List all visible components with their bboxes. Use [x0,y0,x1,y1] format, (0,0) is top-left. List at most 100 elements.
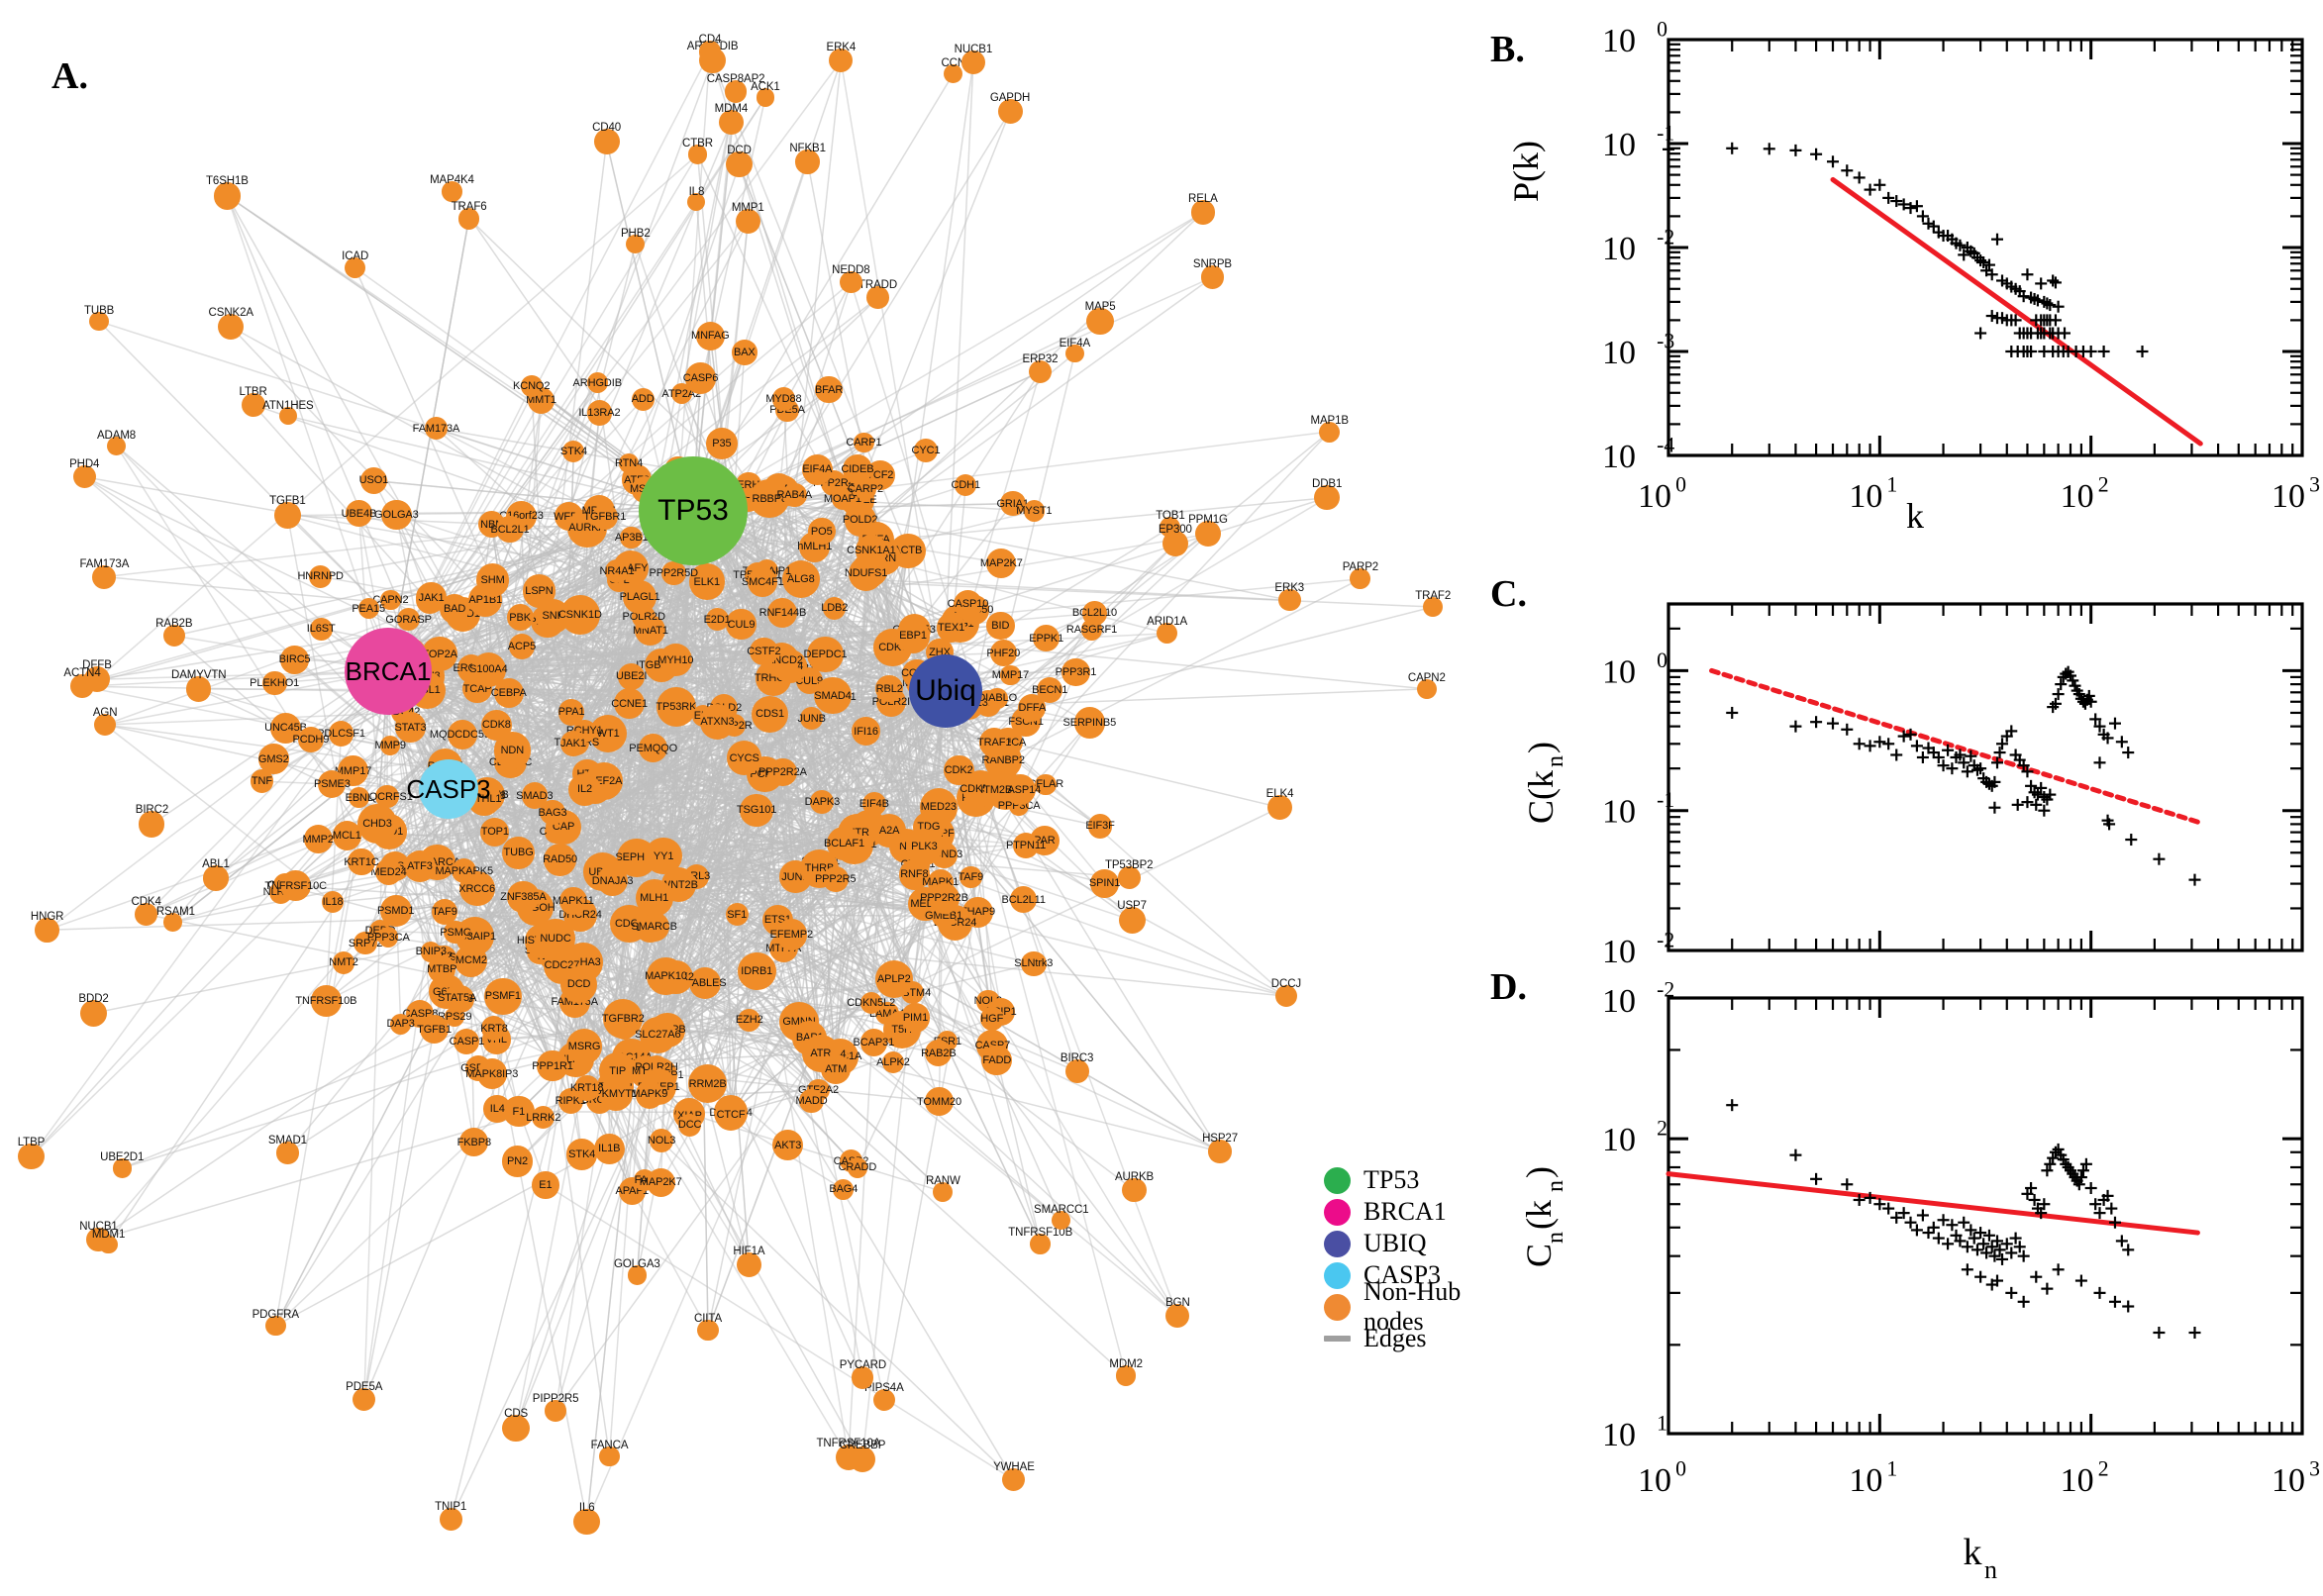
network-node[interactable] [213,181,242,210]
network-node[interactable] [80,999,108,1027]
network-node[interactable] [545,1400,566,1422]
network-node[interactable] [425,417,448,440]
network-node[interactable] [599,1077,634,1112]
network-node[interactable] [353,1388,376,1412]
network-node[interactable] [280,870,312,902]
network-node[interactable] [508,633,536,660]
network-node[interactable] [1030,1234,1051,1254]
network-node[interactable] [807,636,844,673]
network-node[interactable] [925,1040,953,1067]
network-node[interactable] [1073,707,1106,739]
network-node[interactable] [186,676,212,702]
network-node[interactable] [559,887,587,915]
network-node[interactable] [979,1006,1004,1031]
network-node[interactable] [627,1265,648,1285]
network-node[interactable] [799,1088,824,1114]
network-node[interactable] [135,903,157,926]
network-node[interactable] [89,312,109,332]
network-node[interactable] [852,1366,874,1389]
network-node[interactable] [1350,568,1371,590]
network-node[interactable] [457,207,480,230]
network-node[interactable] [396,607,421,632]
network-node[interactable] [1000,664,1021,686]
network-node[interactable] [795,150,820,174]
network-node[interactable] [801,453,834,486]
network-node[interactable] [493,732,532,769]
network-node[interactable] [540,799,565,826]
network-node[interactable] [827,826,861,861]
network-node[interactable] [955,474,977,497]
network-node[interactable] [900,1003,931,1033]
network-node[interactable] [332,950,355,974]
network-node[interactable] [775,919,807,950]
network-node[interactable] [522,573,556,608]
network-node[interactable] [725,903,749,927]
network-node[interactable] [309,617,333,641]
network-node[interactable] [687,145,708,164]
network-node[interactable] [781,482,807,508]
network-node[interactable] [379,735,401,756]
network-node[interactable] [639,734,667,762]
network-node[interactable] [35,917,59,943]
network-node[interactable] [380,499,412,531]
network-node[interactable] [1162,530,1189,557]
network-node[interactable] [697,1319,719,1341]
network-node[interactable] [914,439,938,463]
network-node[interactable] [273,502,301,529]
network-node[interactable] [374,857,403,886]
network-node[interactable] [986,548,1017,578]
network-node[interactable] [1090,868,1119,898]
network-node[interactable] [454,1028,480,1054]
network-node[interactable] [933,1181,954,1202]
network-node[interactable] [1266,794,1293,821]
network-node[interactable] [428,955,456,983]
network-node[interactable] [1033,625,1060,652]
network-node[interactable] [748,566,778,597]
network-node[interactable] [866,286,889,310]
network-node[interactable] [593,1133,625,1164]
network-node[interactable] [359,466,387,495]
network-node[interactable] [670,383,692,405]
network-node[interactable] [619,453,640,474]
network-node[interactable] [687,193,706,212]
network-node[interactable] [442,181,462,203]
network-node[interactable] [906,828,943,865]
network-node[interactable] [810,790,835,815]
network-node[interactable] [623,579,657,615]
network-node[interactable] [645,837,682,875]
network-node[interactable] [507,880,540,913]
network-node[interactable] [737,951,776,991]
network-node[interactable] [106,436,127,455]
network-node[interactable] [1035,773,1058,796]
network-node[interactable] [658,644,692,677]
network-node[interactable] [560,730,586,756]
network-node[interactable] [261,670,287,696]
network-node[interactable] [481,1016,507,1042]
network-node[interactable] [750,638,778,666]
network-node[interactable] [953,590,982,619]
network-node[interactable] [322,891,345,914]
network-node[interactable] [726,609,757,640]
network-node[interactable] [929,883,960,914]
network-node[interactable] [1274,985,1297,1008]
network-node[interactable] [328,721,354,747]
network-node[interactable] [475,563,510,597]
network-node[interactable] [18,1143,45,1170]
network-node[interactable] [874,959,913,998]
network-node[interactable] [1115,1365,1137,1387]
network-node[interactable] [714,1098,748,1131]
network-node[interactable] [99,1235,118,1253]
network-node[interactable] [444,920,467,945]
network-node[interactable] [984,778,1008,802]
network-node[interactable] [276,1142,299,1164]
network-node[interactable] [501,1146,534,1177]
network-node[interactable] [560,595,600,635]
network-node[interactable] [831,488,854,510]
network-node[interactable] [872,1389,895,1412]
network-node[interactable] [593,128,620,154]
network-node[interactable] [807,517,836,546]
network-node[interactable] [380,589,401,611]
network-node[interactable] [1122,1177,1147,1203]
network-node[interactable] [1319,421,1341,443]
network-node[interactable] [404,850,436,883]
